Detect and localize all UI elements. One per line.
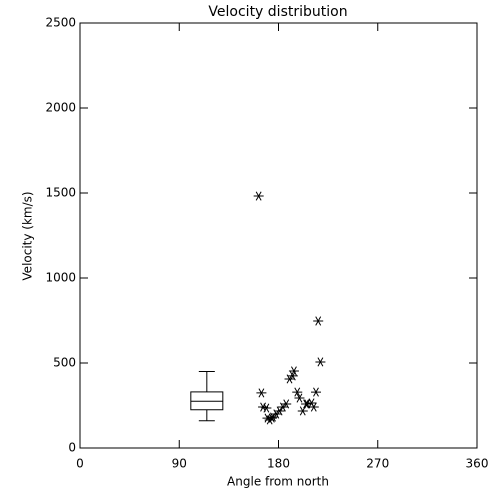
- asterisk-point: [288, 366, 299, 376]
- asterisk-point: [313, 316, 324, 326]
- asterisk-point: [308, 402, 319, 412]
- y-tick-label: 1500: [45, 186, 76, 200]
- asterisk-point: [287, 371, 298, 381]
- y-tick-label: 500: [53, 356, 76, 370]
- x-tick-label: 90: [172, 457, 187, 471]
- asterisk-point: [274, 406, 285, 416]
- y-axis-label: Velocity (km/s): [21, 191, 35, 280]
- x-tick-label: 0: [76, 457, 84, 471]
- plot-frame: [79, 22, 478, 449]
- y-tick-label: 2500: [45, 16, 76, 30]
- x-axis-label: Angle from north: [227, 475, 329, 489]
- asterisk-point: [261, 403, 272, 413]
- asterisk-point: [294, 393, 305, 403]
- y-tick-label: 0: [68, 441, 76, 455]
- x-tick-label: 180: [267, 457, 290, 471]
- x-tick-label: 270: [366, 457, 389, 471]
- y-tick-label: 1000: [45, 271, 76, 285]
- asterisk-point: [297, 406, 308, 416]
- asterisk-point: [256, 388, 267, 398]
- x-tick-label: 360: [466, 457, 489, 471]
- asterisk-point: [310, 387, 321, 397]
- chart-title: Velocity distribution: [208, 4, 347, 20]
- asterisk-point: [292, 387, 303, 397]
- asterisk-point: [253, 191, 264, 201]
- asterisk-point: [281, 399, 292, 409]
- asterisk-point: [315, 357, 326, 367]
- y-tick-label: 2000: [45, 101, 76, 115]
